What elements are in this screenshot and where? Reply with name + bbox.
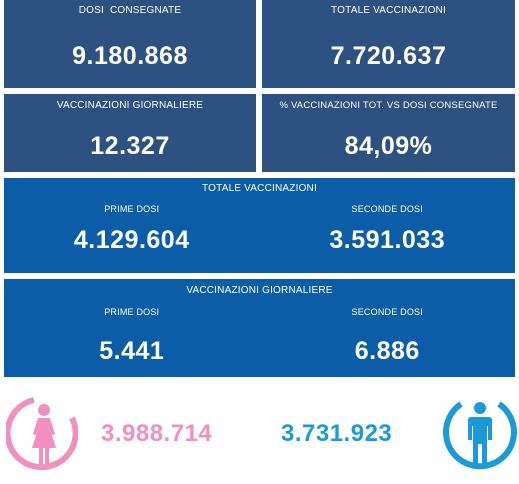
total-second-doses-value: 3.591.033 — [329, 226, 446, 254]
ratio-tile: % VACCINAZIONI TOT. vs DOSI CONSEGNATE 8… — [262, 94, 515, 172]
male-icon — [443, 401, 517, 470]
daily-second-doses-value: 6.886 — [354, 337, 420, 365]
daily-second-doses-label: SECONDE DOSI — [351, 307, 423, 317]
female-icon — [6, 397, 78, 471]
total-block-title: TOTALE VACCINAZIONI — [202, 183, 317, 194]
total-second-doses-label: SECONDE DOSI — [351, 204, 423, 214]
total-vaccinations-label: TOTALE VACCINAZIONI — [331, 5, 446, 16]
total-first-doses-value: 4.129.604 — [73, 226, 190, 254]
female-vaccinated-count: 3.988.714 — [101, 420, 213, 447]
daily-vaccinations-label: VACCINAZIONI GIORNALIERE — [56, 100, 204, 111]
ratio-value: 84,09% — [344, 132, 433, 160]
total-first-doses-label: PRIME DOSI — [104, 204, 160, 214]
total-vaccinations-block: TOTALE VACCINAZIONI PRIME DOSI 4.129.604… — [4, 178, 515, 273]
daily-vaccinations-tile: VACCINAZIONI GIORNALIERE 12.327 — [4, 94, 256, 172]
total-vaccinations-value: 7.720.637 — [330, 42, 447, 70]
daily-block-title: VACCINAZIONI GIORNALIERE — [186, 285, 333, 296]
delivered-doses-value: 9.180.868 — [72, 42, 188, 70]
ratio-label: % VACCINAZIONI TOT. vs DOSI CONSEGNATE — [279, 100, 498, 111]
total-second-doses: SECONDE DOSI 3.591.033 — [260, 178, 516, 273]
total-vaccinations-tile: TOTALE VACCINAZIONI 7.720.637 — [262, 0, 515, 88]
total-first-doses: PRIME DOSI 4.129.604 — [4, 178, 260, 273]
daily-second-doses: SECONDE DOSI 6.886 — [260, 279, 516, 377]
delivered-doses-label: DOSI CONSEGNATE — [78, 5, 182, 16]
daily-vaccinations-block: VACCINAZIONI GIORNALIERE PRIME DOSI 5.44… — [4, 279, 515, 377]
daily-first-doses-label: PRIME DOSI — [104, 307, 160, 317]
delivered-doses-tile: DOSI CONSEGNATE 9.180.868 — [4, 0, 256, 88]
male-vaccinated-count: 3.731.923 — [281, 420, 393, 447]
daily-first-doses-value: 5.441 — [99, 337, 165, 365]
daily-vaccinations-value: 12.327 — [90, 132, 170, 160]
daily-first-doses: PRIME DOSI 5.441 — [4, 279, 260, 377]
